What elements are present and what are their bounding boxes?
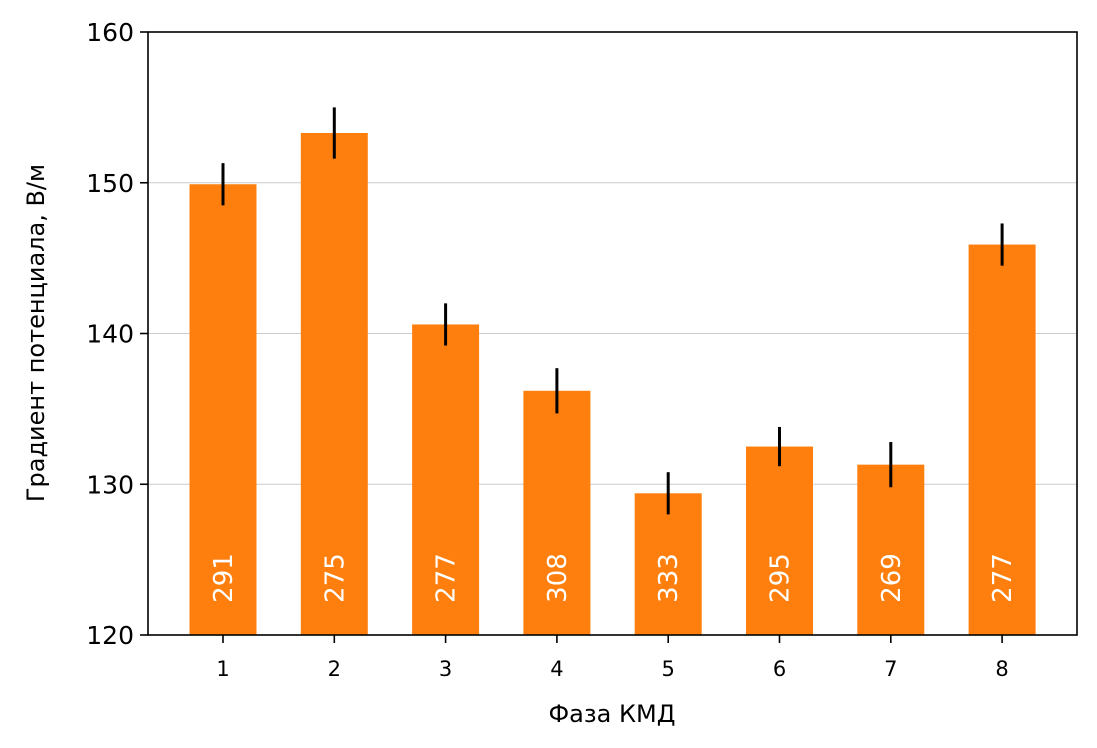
y-tick-label: 160	[86, 18, 134, 47]
bar	[746, 446, 813, 635]
bar	[300, 133, 368, 635]
x-tick-label: 3	[439, 657, 452, 681]
x-axis-label: Фаза КМД	[549, 700, 676, 728]
bar	[523, 390, 591, 635]
x-tick-label: 4	[550, 657, 563, 681]
bar	[189, 184, 257, 635]
y-axis-label: Градиент потенциала, В/м	[22, 164, 50, 502]
error-bars	[221, 107, 1004, 515]
count-label: 291	[209, 553, 239, 603]
count-label: 295	[766, 553, 796, 603]
count-labels: 291 275 277 308 333 295 269 277	[209, 553, 1018, 603]
x-tick-label: 1	[216, 657, 229, 681]
y-tick-label: 150	[86, 169, 134, 198]
x-tick-label: 5	[662, 657, 675, 681]
bar	[857, 464, 925, 635]
y-axis-ticks: 120 130 140 150 160	[86, 18, 148, 650]
bars	[189, 133, 1036, 635]
y-tick-label: 140	[86, 320, 134, 349]
count-label: 333	[654, 553, 684, 603]
y-tick-label: 120	[86, 621, 134, 650]
count-label: 277	[432, 553, 462, 603]
x-tick-label: 7	[884, 657, 897, 681]
count-label: 308	[543, 553, 573, 603]
count-label: 275	[320, 553, 350, 603]
count-label: 269	[877, 553, 907, 603]
x-tick-label: 6	[773, 657, 786, 681]
x-axis-ticks: 1 2 3 4 5 6 7 8	[216, 635, 1009, 681]
bar	[968, 244, 1036, 635]
x-tick-label: 8	[995, 657, 1008, 681]
bar	[412, 324, 480, 635]
grid-lines	[148, 182, 1077, 485]
y-tick-label: 130	[86, 470, 134, 499]
bar	[634, 493, 702, 635]
x-tick-label: 2	[328, 657, 341, 681]
count-label: 277	[988, 553, 1018, 603]
